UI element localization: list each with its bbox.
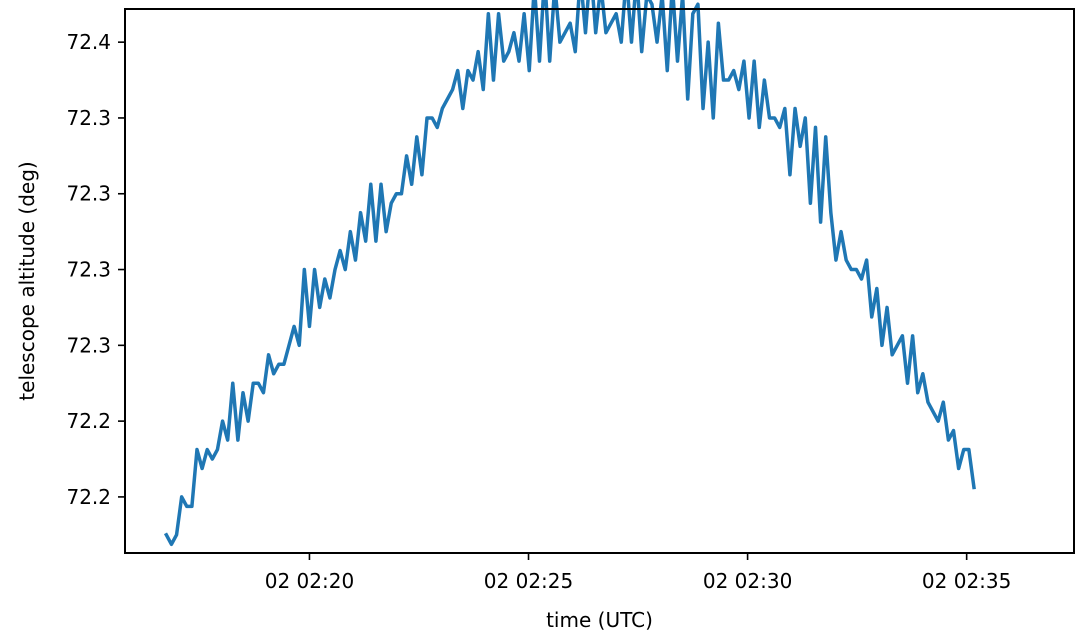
y-tick-label: 72.4	[66, 30, 111, 54]
x-tick-label: 02 02:20	[265, 569, 354, 593]
x-tick-label: 02 02:25	[484, 569, 573, 593]
y-tick-label: 72.2	[66, 485, 111, 509]
y-axis-ticks: 72.2 72.2 72.3 72.3 72.3 72.3 72.4	[66, 30, 125, 509]
y-axis-label: telescope altitude (deg)	[15, 161, 39, 400]
x-tick-label: 02 02:35	[922, 569, 1011, 593]
x-axis-label: time (UTC)	[546, 608, 653, 632]
plot-frame	[124, 8, 1075, 554]
y-tick-label: 72.3	[66, 258, 111, 282]
y-tick-label: 72.3	[66, 182, 111, 206]
y-tick-label: 72.3	[66, 333, 111, 357]
series-line-altitude	[163, 0, 976, 547]
x-tick-label: 02 02:30	[703, 569, 792, 593]
x-axis-ticks: 02 02:20 02 02:25 02 02:30 02 02:35	[265, 553, 1011, 593]
y-tick-label: 72.2	[66, 409, 111, 433]
y-tick-label: 72.3	[66, 106, 111, 130]
